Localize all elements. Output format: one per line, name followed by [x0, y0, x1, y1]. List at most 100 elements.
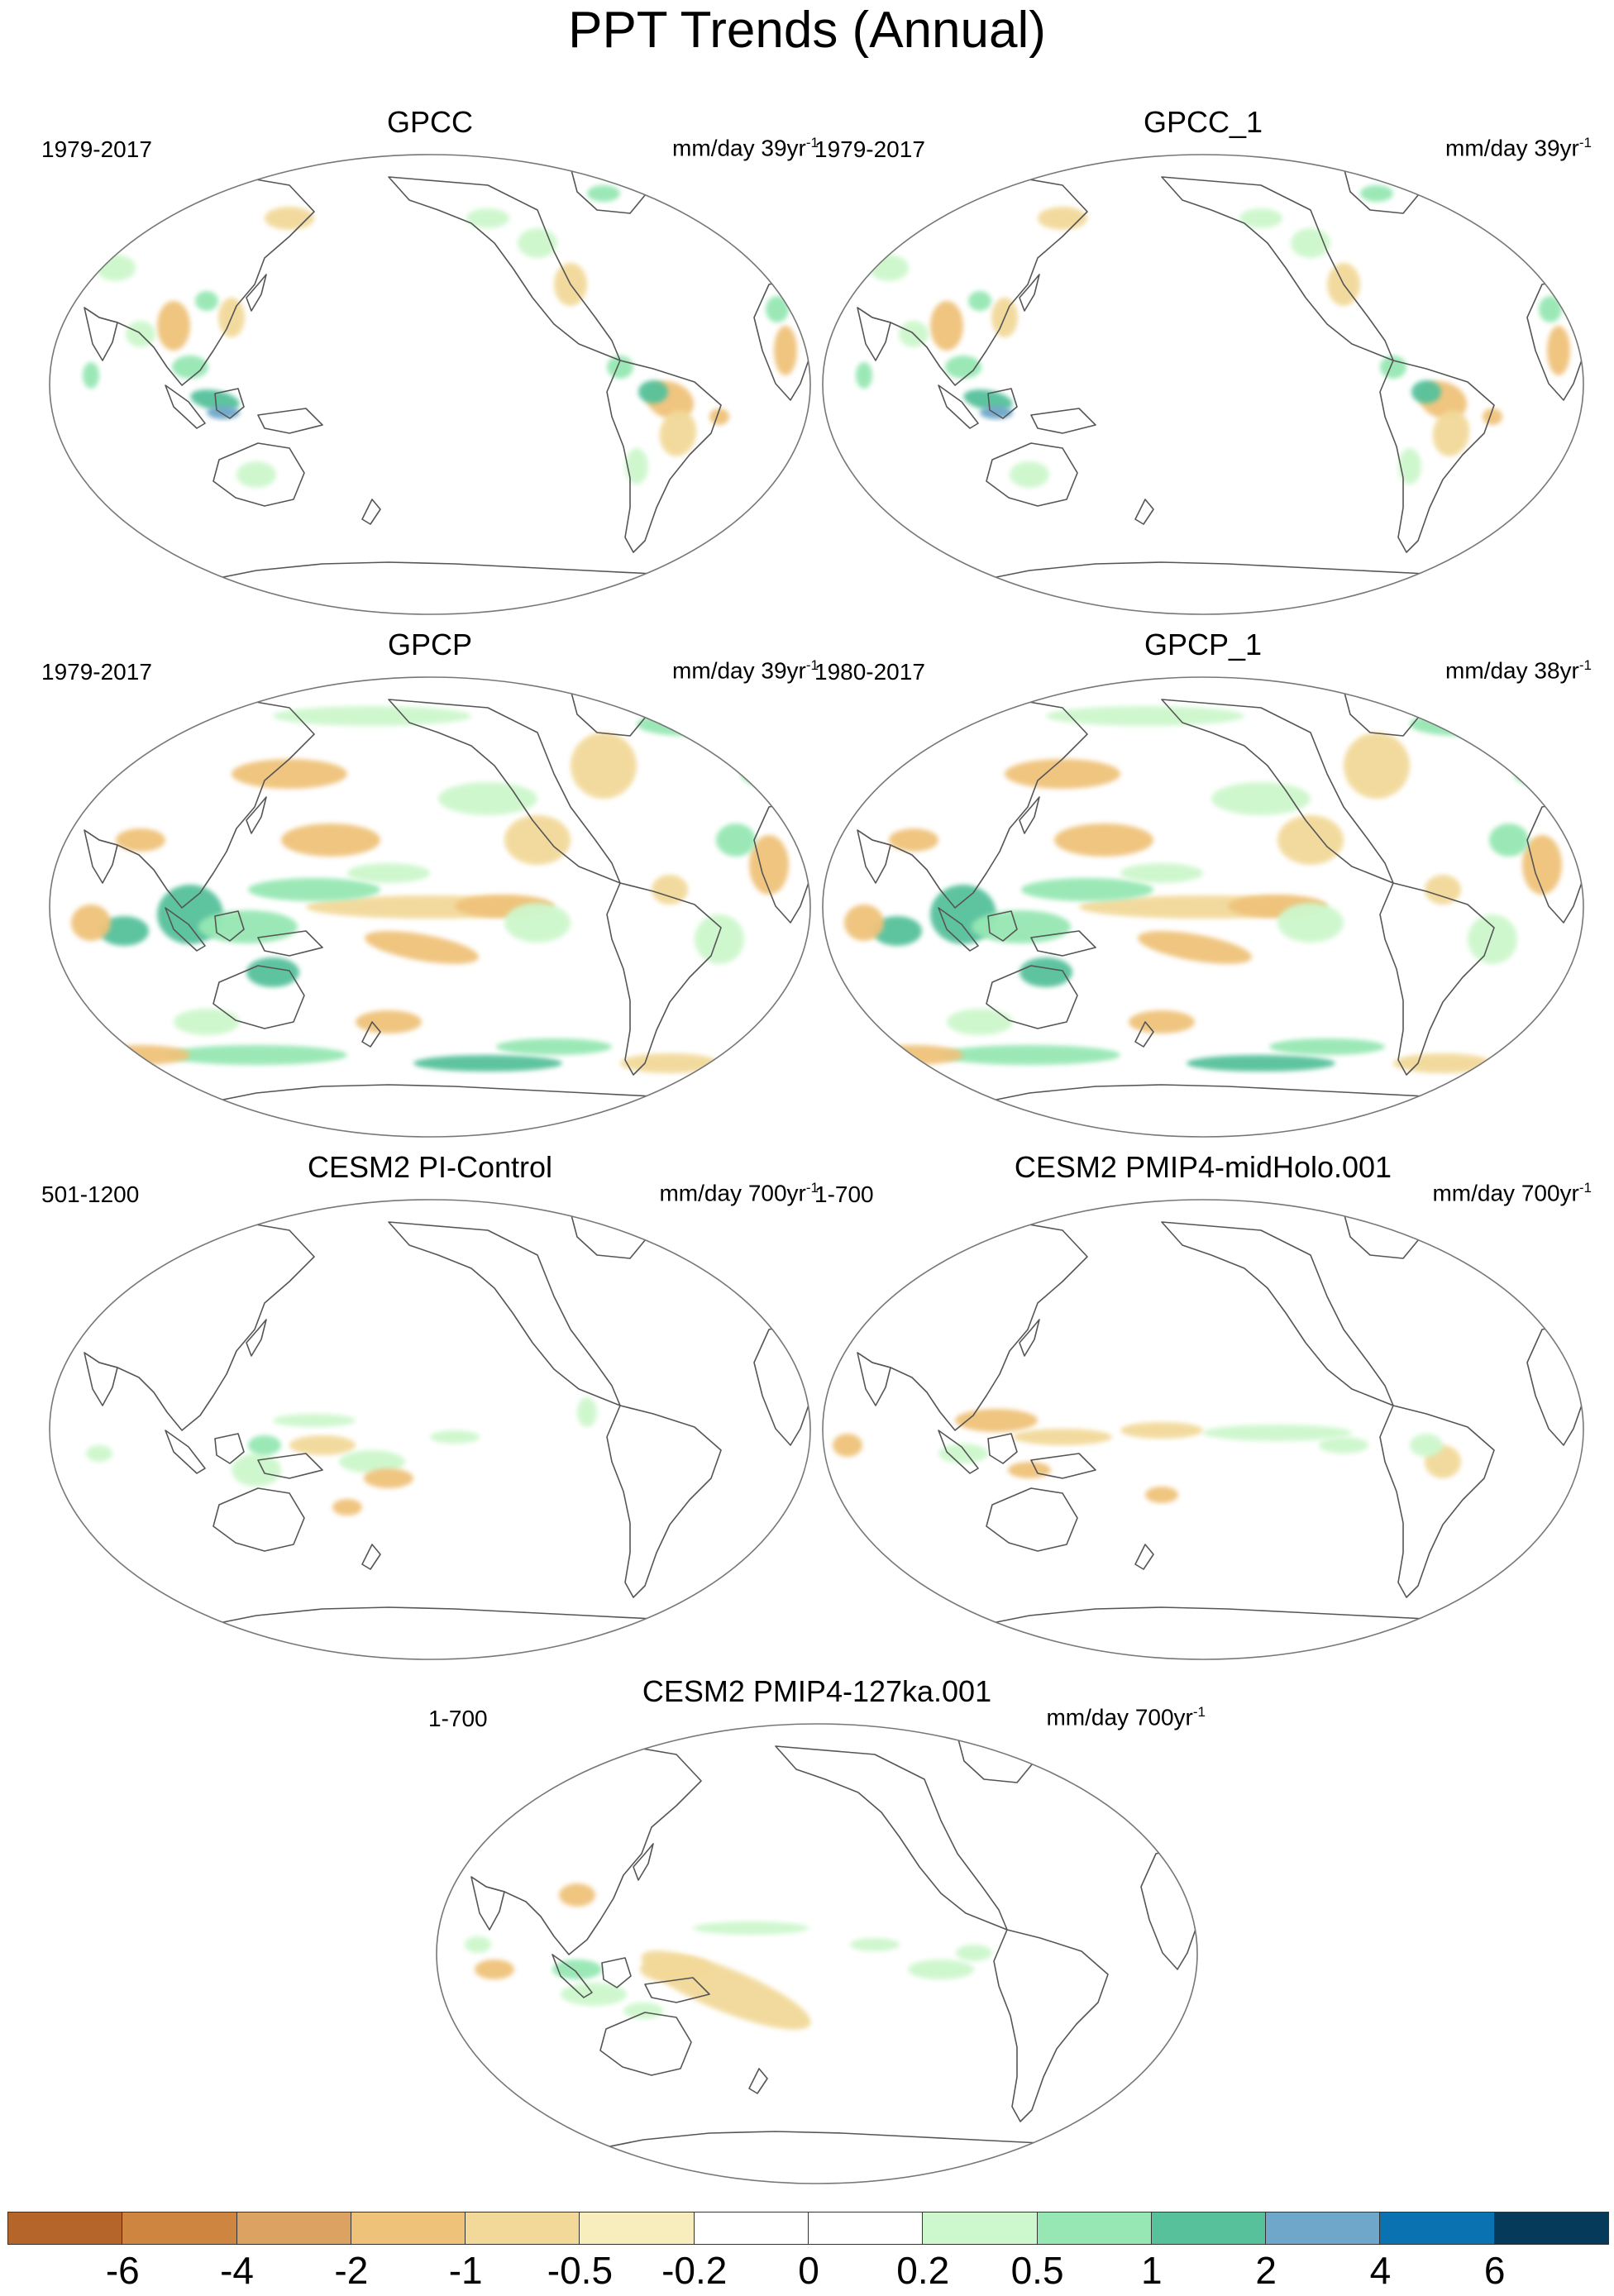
colorbar-tick-label: 2 — [1255, 2249, 1277, 2292]
coastline-new-zealand — [1134, 499, 1154, 525]
coastline-south-america — [1379, 882, 1495, 1076]
anomaly-patch — [246, 957, 299, 987]
anomaly-field — [71, 706, 797, 1073]
colorbar-swatch — [1493, 2212, 1609, 2245]
coastline-new-guinea — [644, 1977, 710, 2003]
anomaly-patch — [365, 931, 479, 964]
colorbar-swatch — [7, 2212, 123, 2245]
anomaly-patch — [561, 1983, 627, 2006]
anomaly-patch — [465, 1936, 491, 1953]
anomaly-patch — [1054, 823, 1153, 857]
anomaly-patch — [504, 815, 571, 865]
coastline-africa — [753, 1320, 810, 1446]
coastline-india — [857, 307, 891, 361]
anomaly-patch — [71, 905, 111, 941]
colorbar-swatch — [236, 2212, 351, 2245]
anomaly-patch — [659, 410, 697, 456]
panel-period: 1-700 — [814, 1181, 874, 1207]
coastline-sumatra — [165, 1430, 206, 1474]
coastline-new-guinea — [257, 408, 323, 434]
world-map — [814, 152, 1592, 617]
colorbar-tick-label: 0.5 — [1010, 2249, 1064, 2292]
anomaly-patch — [1344, 733, 1410, 799]
coastline-borneo — [214, 1433, 245, 1464]
coastlines — [857, 685, 1583, 1107]
coastline-africa — [1526, 275, 1583, 401]
anomaly-patch — [86, 1445, 112, 1462]
anomaly-patch — [174, 1009, 240, 1035]
coastline-south-america — [1379, 1405, 1495, 1598]
map-canvas — [49, 676, 811, 1138]
panel-title: CESM2 PI-Control — [307, 1150, 553, 1184]
anomaly-patch — [972, 910, 1071, 943]
anomaly-patch — [1277, 815, 1344, 865]
panel-cesm2-midholo: CESM2 PMIP4-midHolo.001 1-700 mm/day 700… — [814, 1149, 1592, 1662]
coastline-antarctica — [189, 1084, 704, 1107]
colorbar-swatch — [579, 2212, 695, 2245]
coastline-asia-coast — [84, 174, 315, 386]
map-background — [437, 1724, 1197, 2184]
coastline-north-america — [388, 1221, 621, 1406]
colorbar-tick-label: 1 — [1141, 2249, 1163, 2292]
colorbar-tick-label: -0.2 — [661, 2249, 728, 2292]
map-background — [823, 155, 1583, 614]
anomaly-patch — [165, 1045, 347, 1065]
coastline-europe-edge — [1525, 1229, 1583, 1297]
coastline-australia — [212, 442, 305, 507]
panel-title: GPCC — [386, 105, 473, 139]
anomaly-patch — [1411, 380, 1441, 403]
coastline-india — [84, 829, 118, 884]
coastlines — [470, 1732, 1197, 2154]
colorbar-tick-label: 4 — [1369, 2249, 1392, 2292]
coastline-sumatra — [938, 1430, 979, 1474]
coastline-new-zealand — [361, 499, 381, 525]
anomaly-patch — [559, 1883, 595, 1907]
coastline-antarctica — [962, 561, 1477, 585]
anomaly-patch — [347, 863, 430, 883]
anomaly-patch — [1239, 208, 1282, 228]
map-background — [823, 1200, 1583, 1659]
anomaly-field — [833, 1409, 1461, 1503]
coastline-south-america — [606, 882, 722, 1076]
anomaly-patch — [1483, 408, 1502, 425]
coastline-india — [857, 1352, 891, 1406]
anomaly-patch — [1187, 1055, 1335, 1072]
anomaly-patch — [850, 1938, 900, 1951]
anomaly-patch — [652, 875, 688, 905]
anomaly-patch — [607, 356, 633, 379]
colorbar-tick-label: -4 — [220, 2249, 255, 2292]
panel-period: 1979-2017 — [814, 136, 925, 162]
anomaly-patch — [504, 903, 571, 943]
world-map — [814, 1197, 1592, 1662]
anomaly-patch — [741, 761, 797, 787]
map-border — [49, 154, 811, 615]
panel-units: mm/day 38yr-1 — [1445, 657, 1592, 684]
anomaly-patch — [99, 916, 149, 946]
panel-title: GPCC_1 — [1143, 105, 1263, 139]
anomaly-patch — [637, 713, 736, 736]
anomaly-patch — [1468, 914, 1517, 964]
colorbar-tick-label: 0 — [798, 2249, 819, 2292]
coastline-japan — [1019, 274, 1040, 312]
coastline-antarctica — [962, 1606, 1477, 1630]
anomaly-patch — [640, 1956, 713, 1983]
coastline-new-guinea — [1030, 1453, 1096, 1479]
coastline-sumatra — [552, 1954, 593, 1998]
panel-title: CESM2 PMIP4-127ka.001 — [642, 1674, 992, 1708]
colorbar-tick-label: -0.5 — [547, 2249, 614, 2292]
colorbar-swatch — [1150, 2212, 1267, 2245]
anomaly-patch — [1211, 782, 1311, 815]
anomaly-field — [86, 1397, 597, 1516]
anomaly-patch — [693, 1921, 809, 1935]
anomaly-patch — [1203, 1425, 1352, 1441]
coastline-africa — [1140, 1845, 1197, 1970]
anomaly-patch — [1380, 356, 1406, 379]
panel-cesm2-pi-control: CESM2 PI-Control 501-1200 mm/day 700yr-1 — [41, 1149, 819, 1662]
figure-title: PPT Trends (Annual) — [568, 2, 1046, 59]
coastline-africa — [753, 275, 810, 401]
coastline-india — [84, 1352, 118, 1406]
coastlines — [84, 685, 810, 1107]
coastline-japan — [246, 1319, 267, 1357]
anomaly-patch — [1398, 448, 1421, 484]
anomaly-patch — [1393, 1053, 1492, 1073]
